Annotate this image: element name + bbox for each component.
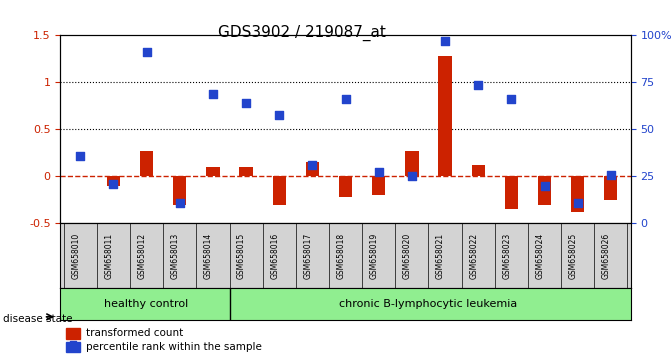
Point	[75, 153, 86, 159]
Bar	[538, 176, 551, 205]
Bar	[66, 342, 81, 352]
Bar	[272, 176, 286, 205]
Point	[605, 172, 616, 177]
Point	[373, 169, 384, 175]
Text: GSM658025: GSM658025	[569, 233, 578, 279]
Point	[307, 162, 318, 168]
Text: GSM658012: GSM658012	[138, 233, 146, 279]
Text: transformed count: transformed count	[86, 329, 183, 338]
Point	[572, 200, 583, 206]
Text: GSM658019: GSM658019	[370, 233, 378, 279]
Point	[141, 50, 152, 55]
Point	[207, 91, 218, 97]
Bar	[240, 167, 253, 176]
Point	[506, 97, 517, 102]
Text: GSM658018: GSM658018	[337, 233, 346, 279]
Text: healthy control: healthy control	[105, 299, 189, 309]
Bar	[107, 176, 120, 186]
Text: GSM658021: GSM658021	[436, 233, 445, 279]
Bar	[438, 56, 452, 176]
Bar	[604, 176, 617, 200]
Point	[108, 181, 119, 187]
Text: GSM658026: GSM658026	[602, 233, 611, 279]
Bar	[306, 162, 319, 176]
Bar	[472, 165, 485, 176]
Text: GSM658016: GSM658016	[270, 233, 279, 279]
Bar	[505, 176, 518, 209]
Text: percentile rank within the sample: percentile rank within the sample	[86, 342, 262, 352]
Point	[407, 173, 417, 179]
Text: GSM658022: GSM658022	[469, 233, 478, 279]
Point	[174, 200, 185, 206]
Point	[274, 113, 285, 118]
Point	[539, 183, 550, 189]
Text: GDS3902 / 219087_at: GDS3902 / 219087_at	[218, 25, 386, 41]
Bar	[339, 176, 352, 197]
Text: GSM658010: GSM658010	[71, 233, 81, 279]
Text: GSM658014: GSM658014	[204, 233, 213, 279]
Bar	[405, 151, 419, 176]
Bar	[140, 151, 153, 176]
Text: GSM658024: GSM658024	[535, 233, 545, 279]
Bar	[173, 176, 187, 205]
Point	[454, 306, 465, 312]
Bar	[66, 328, 81, 339]
Bar	[571, 176, 584, 212]
Text: GSM658013: GSM658013	[170, 233, 180, 279]
Text: GSM658015: GSM658015	[237, 233, 246, 279]
Point	[440, 38, 450, 44]
Bar	[206, 167, 219, 176]
Point	[340, 97, 351, 102]
Point	[473, 82, 484, 88]
Point	[241, 100, 252, 106]
Text: GSM658011: GSM658011	[105, 233, 113, 279]
Text: GSM658023: GSM658023	[503, 233, 511, 279]
Text: GSM658020: GSM658020	[403, 233, 412, 279]
Text: chronic B-lymphocytic leukemia: chronic B-lymphocytic leukemia	[340, 299, 517, 309]
Text: GSM658017: GSM658017	[303, 233, 313, 279]
Text: disease state: disease state	[3, 314, 73, 324]
Bar	[372, 176, 385, 195]
